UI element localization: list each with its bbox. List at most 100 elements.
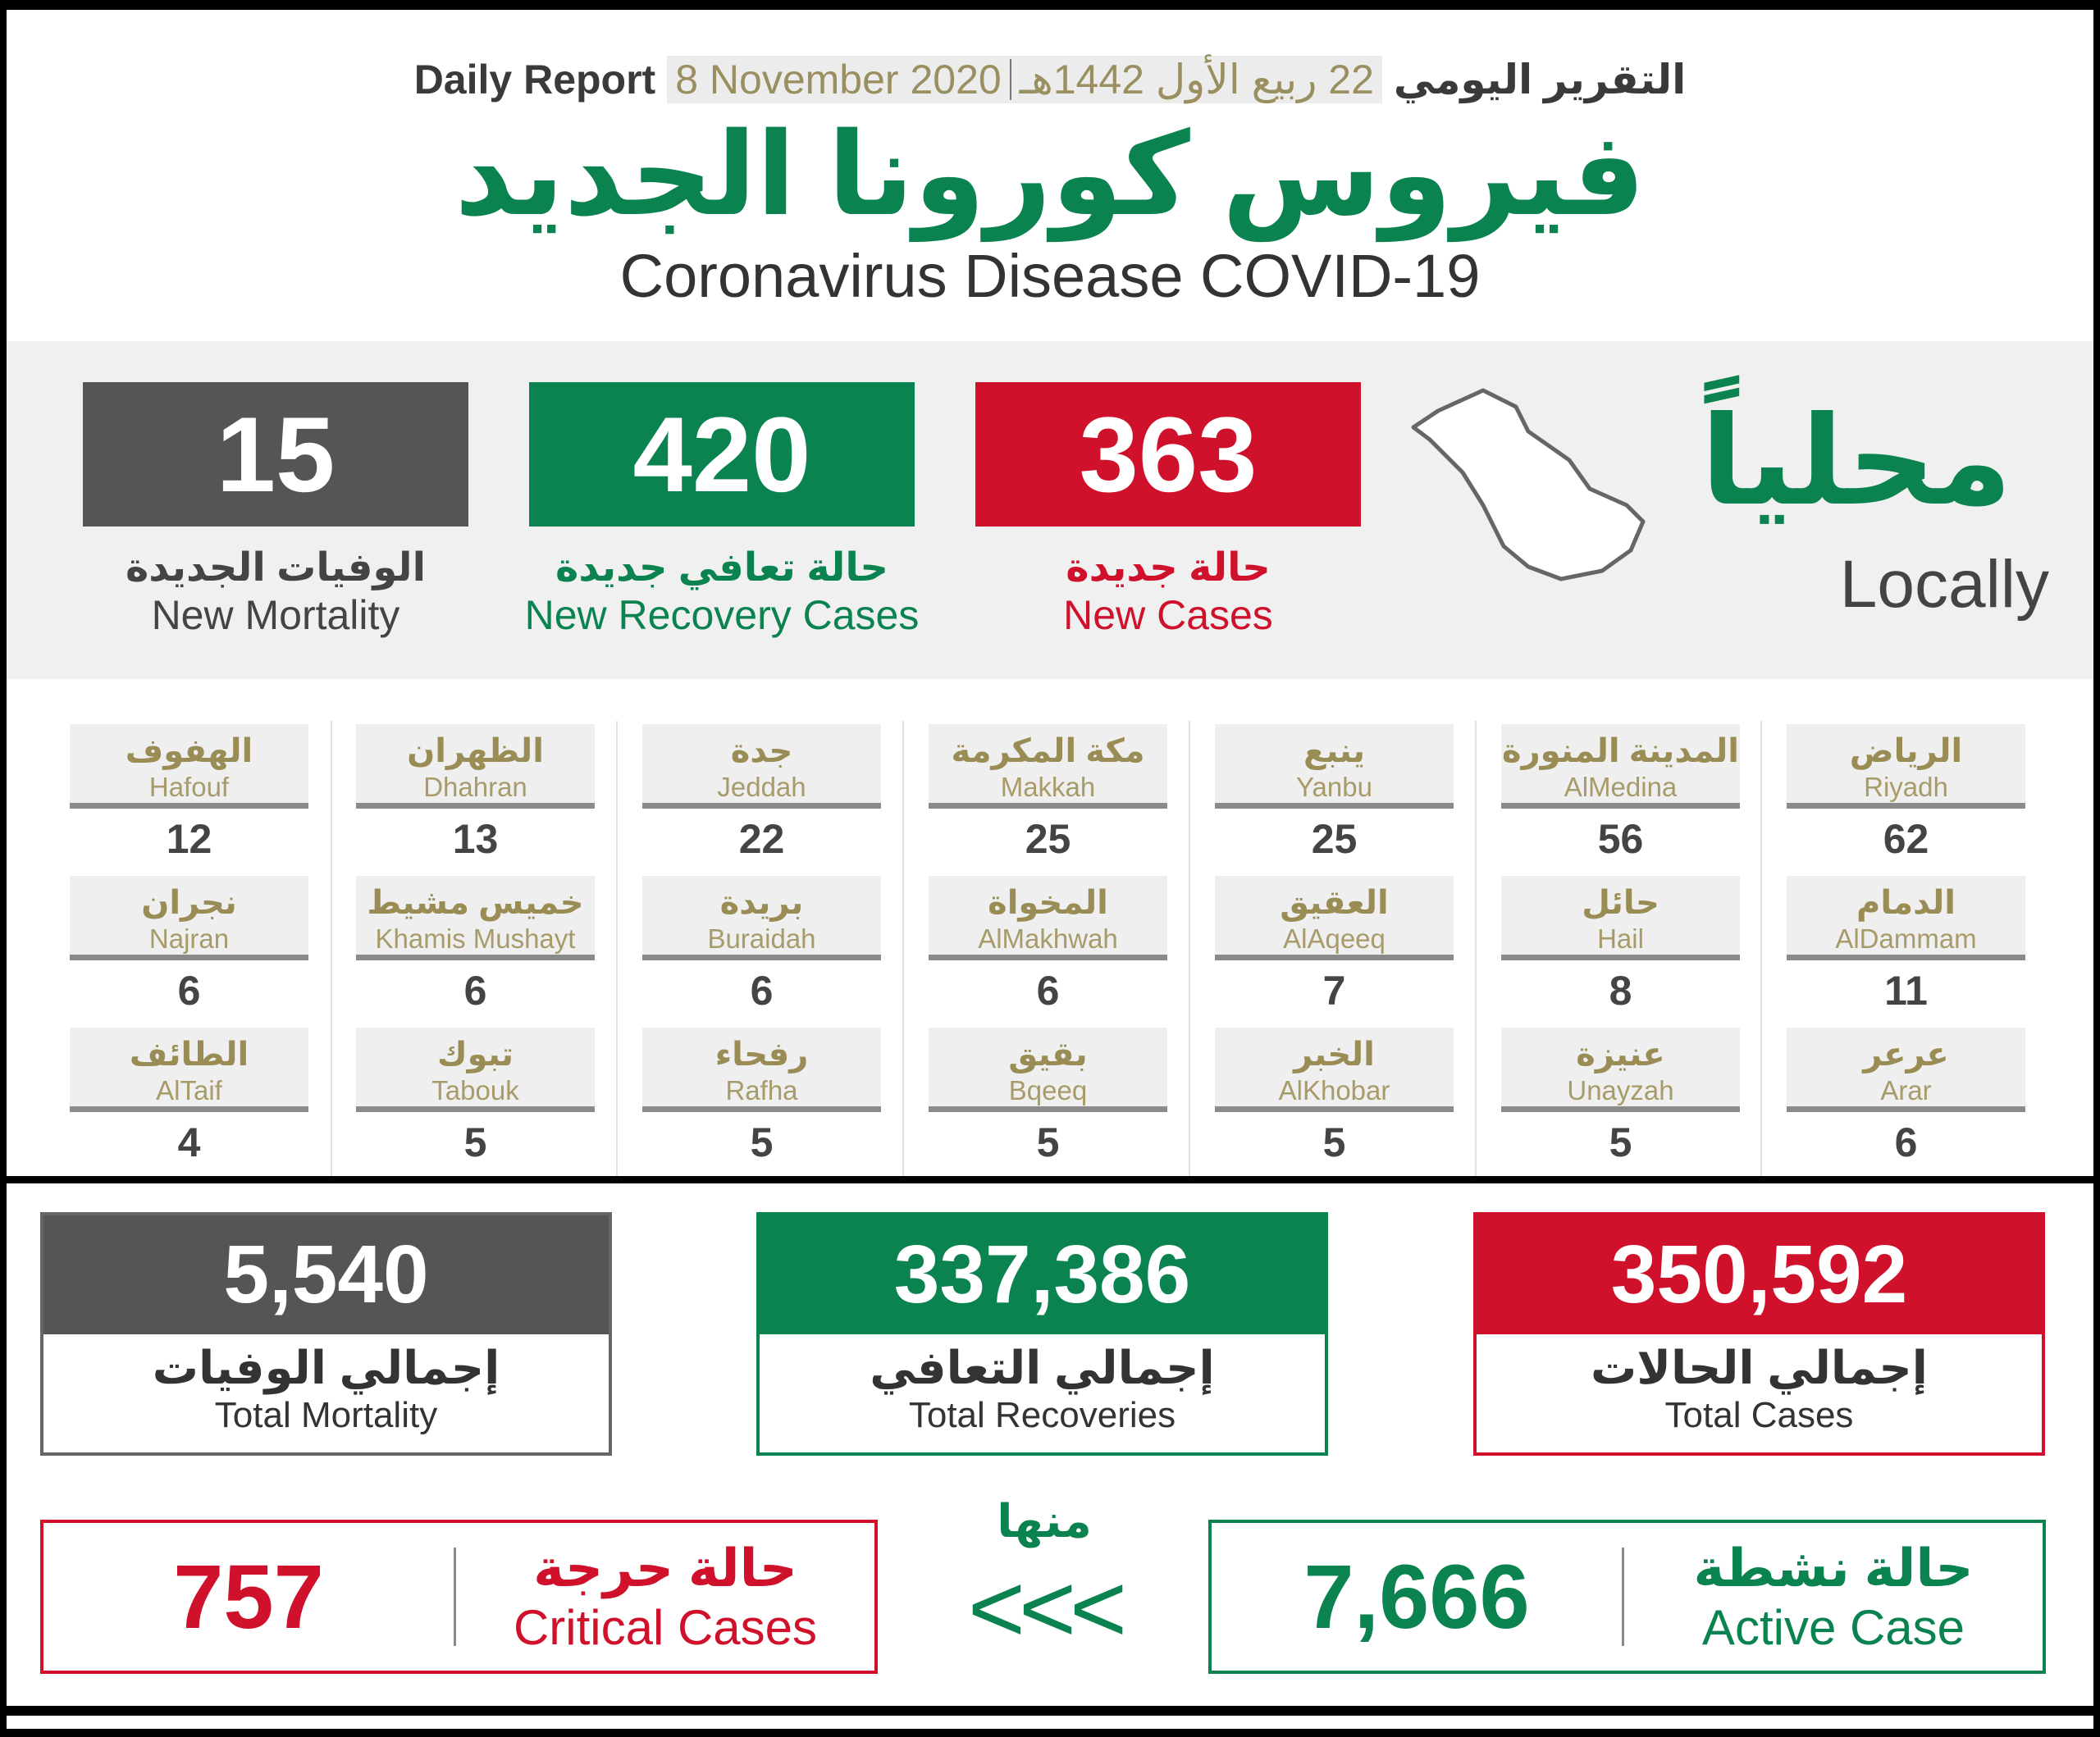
city-name: رفحاء Rafha <box>642 1028 881 1112</box>
city-name-en: Makkah <box>1000 772 1096 802</box>
total-mortality-label-en: Total Mortality <box>214 1395 438 1435</box>
locally-label-ar: محلياً <box>1701 392 2012 530</box>
title-arabic: فيروس كورونا الجديد <box>454 110 1646 239</box>
city-name-ar: الهفوف <box>125 733 253 769</box>
city-cell: الدمام AlDammam 11 <box>1787 876 2025 1021</box>
city-name: المدينة المنورة AlMedina <box>1501 724 1740 809</box>
critical-cases-value: 757 <box>173 1546 324 1648</box>
city-case-count: 6 <box>463 968 487 1014</box>
city-cell: بريدة Buraidah 6 <box>642 876 881 1021</box>
city-name-en: Unayzah <box>1567 1075 1674 1106</box>
new-mortality-label-ar: الوفيات الجديدة <box>125 546 427 590</box>
city-name-ar: جدة <box>730 733 793 769</box>
city-name-en: Hafouf <box>148 772 230 802</box>
city-case-count: 5 <box>1322 1119 1346 1165</box>
city-name: حائل Hail <box>1501 876 1740 960</box>
city-cell: بقيق Bqeeq 5 <box>929 1028 1167 1173</box>
city-name-en: Arar <box>1880 1075 1932 1106</box>
city-name-en: AlMedina <box>1564 772 1678 802</box>
daily-report-ar: التقرير اليومي <box>1393 57 1687 103</box>
city-name-en: Yanbu <box>1296 772 1372 802</box>
card-divider <box>1622 1548 1624 1646</box>
city-cell: عرعر Arar 6 <box>1787 1028 2025 1173</box>
city-cases-grid: الرياض Riyadh 62 المدينة المنورة AlMedina 56 ي… <box>7 709 2093 1180</box>
city-name-en: Dhahran <box>423 772 527 802</box>
column-separator <box>1189 721 1190 1177</box>
city-name-en: Bqeeq <box>1008 1075 1088 1106</box>
city-name: الظهران Dhahran <box>356 724 595 809</box>
city-name-en: AlTaif <box>156 1075 222 1106</box>
total-cases-label-en: Total Cases <box>1664 1395 1854 1435</box>
city-name-en: AlKhobar <box>1278 1075 1390 1106</box>
city-name-en: Hail <box>1597 923 1644 954</box>
city-cell: الظهران Dhahran 13 <box>356 724 595 869</box>
city-name: تبوك Tabouk <box>356 1028 595 1112</box>
total-recoveries-label-en: Total Recoveries <box>908 1395 1176 1435</box>
new-mortality-label-en: New Mortality <box>151 592 400 638</box>
city-cell: العقيق AlAqeeq 7 <box>1215 876 1454 1021</box>
column-separator <box>902 721 904 1177</box>
city-cell: المخواة AlMakhwah 6 <box>929 876 1167 1021</box>
total-recoveries-label-ar: إجمالي التعافي <box>870 1342 1215 1393</box>
city-name-ar: تبوك <box>436 1037 514 1073</box>
city-case-count: 25 <box>1311 816 1358 862</box>
city-name-en: Tabouk <box>431 1075 519 1106</box>
city-case-count: 8 <box>1609 968 1632 1014</box>
title-english: Coronavirus Disease COVID-19 <box>619 242 1481 310</box>
total-cases-value: 350,592 <box>1477 1215 2042 1334</box>
city-cell: ينبع Yanbu 25 <box>1215 724 1454 869</box>
city-case-count: 6 <box>750 968 774 1014</box>
city-cell: مكة المكرمة Makkah 25 <box>929 724 1167 869</box>
city-case-count: 5 <box>1036 1119 1060 1165</box>
city-case-count: 6 <box>177 968 201 1014</box>
city-cell: الرياض Riyadh 62 <box>1787 724 2025 869</box>
city-case-count: 25 <box>1025 816 1071 862</box>
column-separator <box>616 721 618 1177</box>
city-name: بقيق Bqeeq <box>929 1028 1167 1112</box>
critical-cases-label-en: Critical Cases <box>513 1600 818 1655</box>
city-name-ar: العقيق <box>1280 885 1389 921</box>
city-name-ar: الرياض <box>1849 733 1963 769</box>
section-divider-bottom <box>7 1706 2093 1716</box>
locally-section: 15 الوفيات الجديدة New Mortality 420 حال… <box>7 341 2093 679</box>
city-cell: المدينة المنورة AlMedina 56 <box>1501 724 1740 869</box>
total-mortality-value: 5,540 <box>43 1215 609 1334</box>
city-case-count: 62 <box>1883 816 1929 862</box>
active-cases-label-en: Active Case <box>1701 1600 1965 1655</box>
city-cell: خميس مشيط Khamis Mushayt 6 <box>356 876 595 1021</box>
city-name-en: Jeddah <box>717 772 806 802</box>
city-name: ينبع Yanbu <box>1215 724 1454 809</box>
card-divider <box>454 1548 456 1646</box>
city-case-count: 11 <box>1884 968 1928 1014</box>
date-gregorian: 8 November 2020 <box>675 57 1002 103</box>
new-cases-label-ar: حالة جديدة <box>1066 546 1271 590</box>
city-name: الطائف AlTaif <box>70 1028 308 1112</box>
arrows-left-icon: <<< <box>967 1553 1127 1663</box>
city-name-ar: الظهران <box>407 733 544 769</box>
city-case-count: 13 <box>452 816 499 862</box>
city-case-count: 4 <box>177 1119 201 1165</box>
city-name-en: Rafha <box>725 1075 798 1106</box>
city-name: الدمام AlDammam <box>1787 876 2025 960</box>
new-cases-value: 363 <box>975 382 1361 527</box>
city-name-ar: مكة المكرمة <box>951 733 1145 769</box>
city-case-count: 22 <box>738 816 785 862</box>
city-name: مكة المكرمة Makkah <box>929 724 1167 809</box>
city-name-en: Najran <box>148 923 230 954</box>
city-case-count: 6 <box>1036 968 1060 1014</box>
active-cases-card: 7,666 حالة نشطة Active Case <box>1208 1520 2046 1674</box>
column-separator <box>331 721 332 1177</box>
city-name-ar: الطائف <box>129 1037 249 1073</box>
city-name-en: Buraidah <box>707 923 816 954</box>
daily-report-en: Daily Report <box>413 57 656 103</box>
covid-daily-report: Daily Report 8 November 2020 22 ربيع الأ… <box>7 10 2093 1729</box>
city-cell: الطائف AlTaif 4 <box>70 1028 308 1173</box>
city-name-ar: بريدة <box>719 885 804 921</box>
column-separator <box>1475 721 1477 1177</box>
city-name: المخواة AlMakhwah <box>929 876 1167 960</box>
city-cell: رفحاء Rafha 5 <box>642 1028 881 1173</box>
city-case-count: 12 <box>166 816 212 862</box>
city-name-ar: المخواة <box>988 885 1108 921</box>
date-chip: 8 November 2020 22 ربيع الأول 1442هـ <box>667 56 1382 103</box>
city-name-ar: الخبر <box>1294 1037 1375 1073</box>
